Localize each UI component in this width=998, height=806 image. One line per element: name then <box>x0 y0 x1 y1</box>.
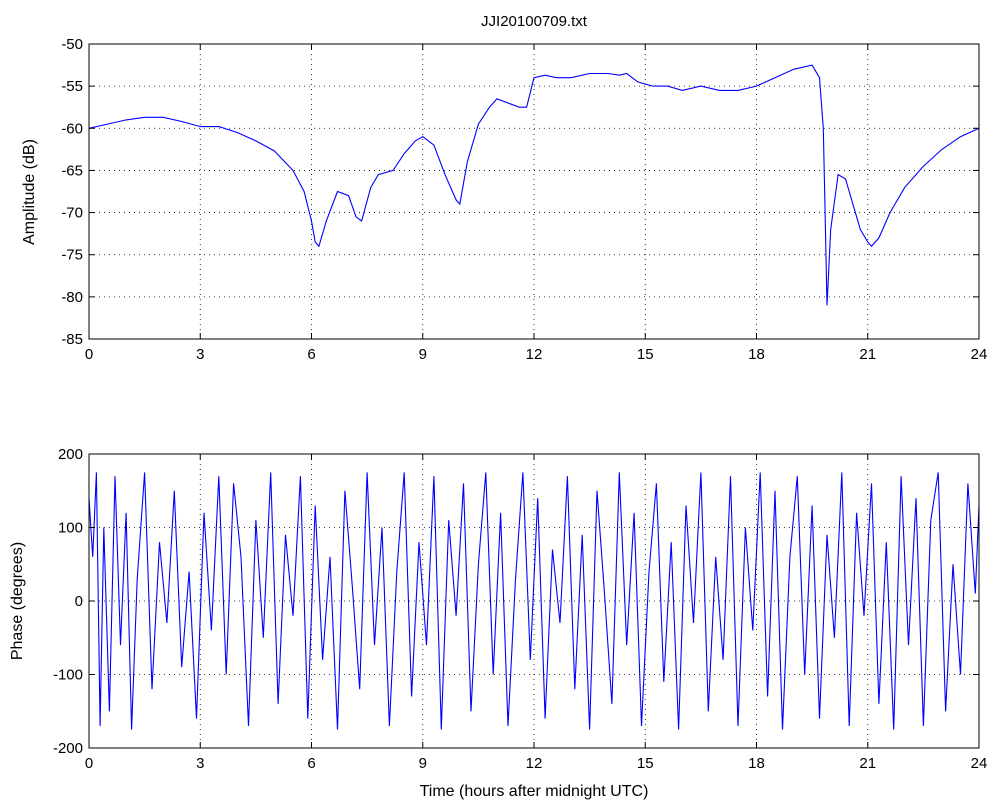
phase-xlabel: Time (hours after midnight UTC) <box>420 783 649 800</box>
amplitude-panel: JJI20100709.txt 0 3 6 9 12 15 18 21 24 -85 -80 -75 -… <box>21 13 987 363</box>
y-tick-label: -50 <box>61 36 83 53</box>
amplitude-ticks: 0 3 6 9 12 15 18 21 24 -85 -80 -75 -70 -65 -60 -55 -50 <box>61 36 987 363</box>
phase-ylabel: Phase (degrees) <box>9 542 26 660</box>
x-tick-label: 9 <box>419 755 427 772</box>
amplitude-ylabel: Amplitude (dB) <box>21 139 38 245</box>
x-tick-label: 6 <box>307 346 315 363</box>
x-tick-label: 18 <box>748 755 765 772</box>
x-tick-label: 24 <box>971 346 988 363</box>
x-tick-label: 12 <box>526 755 543 772</box>
y-tick-label: 100 <box>58 520 83 537</box>
x-tick-label: 3 <box>196 755 204 772</box>
phase-grid <box>89 454 979 748</box>
x-tick-label: 15 <box>637 755 654 772</box>
x-tick-label: 6 <box>307 755 315 772</box>
x-tick-label: 18 <box>748 346 765 363</box>
x-tick-label: 21 <box>859 755 876 772</box>
x-tick-label: 12 <box>526 346 543 363</box>
amplitude-series-line <box>88 64 980 306</box>
phase-panel: 0 3 6 9 12 15 18 21 24 -200 -100 0 100 200 Phase (deg… <box>9 446 987 800</box>
y-tick-label: -60 <box>61 120 83 137</box>
x-tick-label: 0 <box>85 755 93 772</box>
y-tick-label: 0 <box>75 593 83 610</box>
x-tick-label: 15 <box>637 346 654 363</box>
y-tick-label: -85 <box>61 331 83 348</box>
x-tick-label: 0 <box>85 346 93 363</box>
x-tick-label: 9 <box>419 346 427 363</box>
x-tick-label: 21 <box>859 346 876 363</box>
amplitude-grid <box>89 44 979 339</box>
y-tick-label: -80 <box>61 289 83 306</box>
y-tick-label: -70 <box>61 205 83 222</box>
y-tick-label: -75 <box>61 247 83 264</box>
phase-series-line <box>88 472 980 730</box>
y-tick-label: -55 <box>61 78 83 95</box>
x-tick-label: 3 <box>196 346 204 363</box>
y-tick-label: -100 <box>53 667 83 684</box>
phase-ticks: 0 3 6 9 12 15 18 21 24 -200 -100 0 100 200 <box>53 446 987 772</box>
y-tick-label: -200 <box>53 740 83 757</box>
x-tick-label: 24 <box>971 755 988 772</box>
chart-title: JJI20100709.txt <box>481 13 588 30</box>
y-tick-label: 200 <box>58 446 83 463</box>
y-tick-label: -65 <box>61 162 83 179</box>
